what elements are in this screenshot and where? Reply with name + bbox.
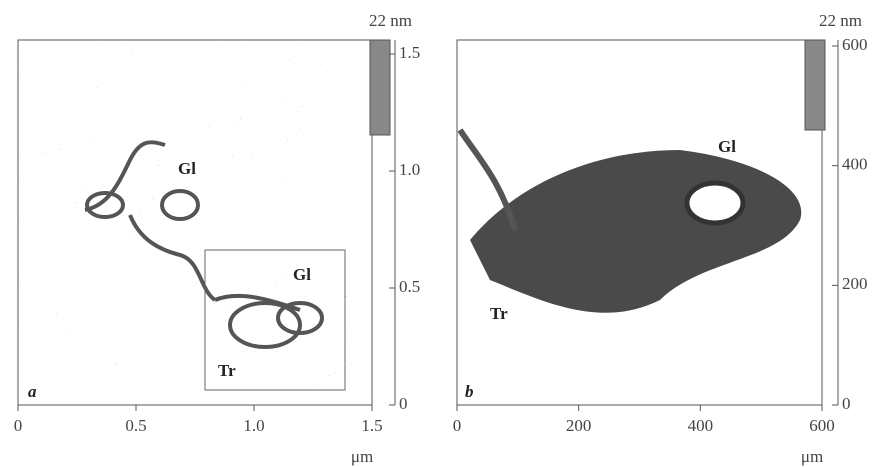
x-tick-label: 0.5 [125, 416, 146, 435]
annotation: Gl [293, 265, 311, 284]
panel-label: b [465, 382, 474, 401]
y-tick-label: 0 [399, 394, 408, 413]
annotation: Tr [218, 361, 236, 380]
afm-image [18, 40, 372, 405]
colorbar-label: 22 nm [369, 11, 412, 30]
y-tick-label: 400 [842, 155, 868, 174]
panel-label: a [28, 382, 37, 401]
x-axis-label: μm [351, 447, 373, 466]
x-tick-label: 0 [453, 416, 462, 435]
annotation: Gl [178, 159, 196, 178]
x-tick-label: 1.5 [361, 416, 382, 435]
colorbar [805, 40, 825, 130]
y-tick-label: 0.5 [399, 277, 420, 296]
x-tick-label: 0 [14, 416, 23, 435]
annotation: Gl [718, 137, 736, 156]
x-tick-label: 400 [688, 416, 714, 435]
x-tick-label: 1.0 [243, 416, 264, 435]
colorbar-label: 22 nm [819, 11, 862, 30]
annotation: Tr [490, 304, 508, 323]
x-tick-label: 200 [566, 416, 592, 435]
y-tick-label: 200 [842, 274, 868, 293]
figure: a Gl Gl Tr b Gl Tr 0 0.5 1.0 1.5 0 0.5 1.0 1.5 μ… [0, 0, 880, 467]
x-axis-label: μm [801, 447, 823, 466]
y-tick-label: 0 [842, 394, 851, 413]
colorbar [370, 40, 390, 135]
x-tick-label: 600 [809, 416, 835, 435]
y-tick-label: 600 [842, 35, 868, 54]
y-tick-label: 1.0 [399, 160, 420, 179]
y-tick-label: 1.5 [399, 43, 420, 62]
